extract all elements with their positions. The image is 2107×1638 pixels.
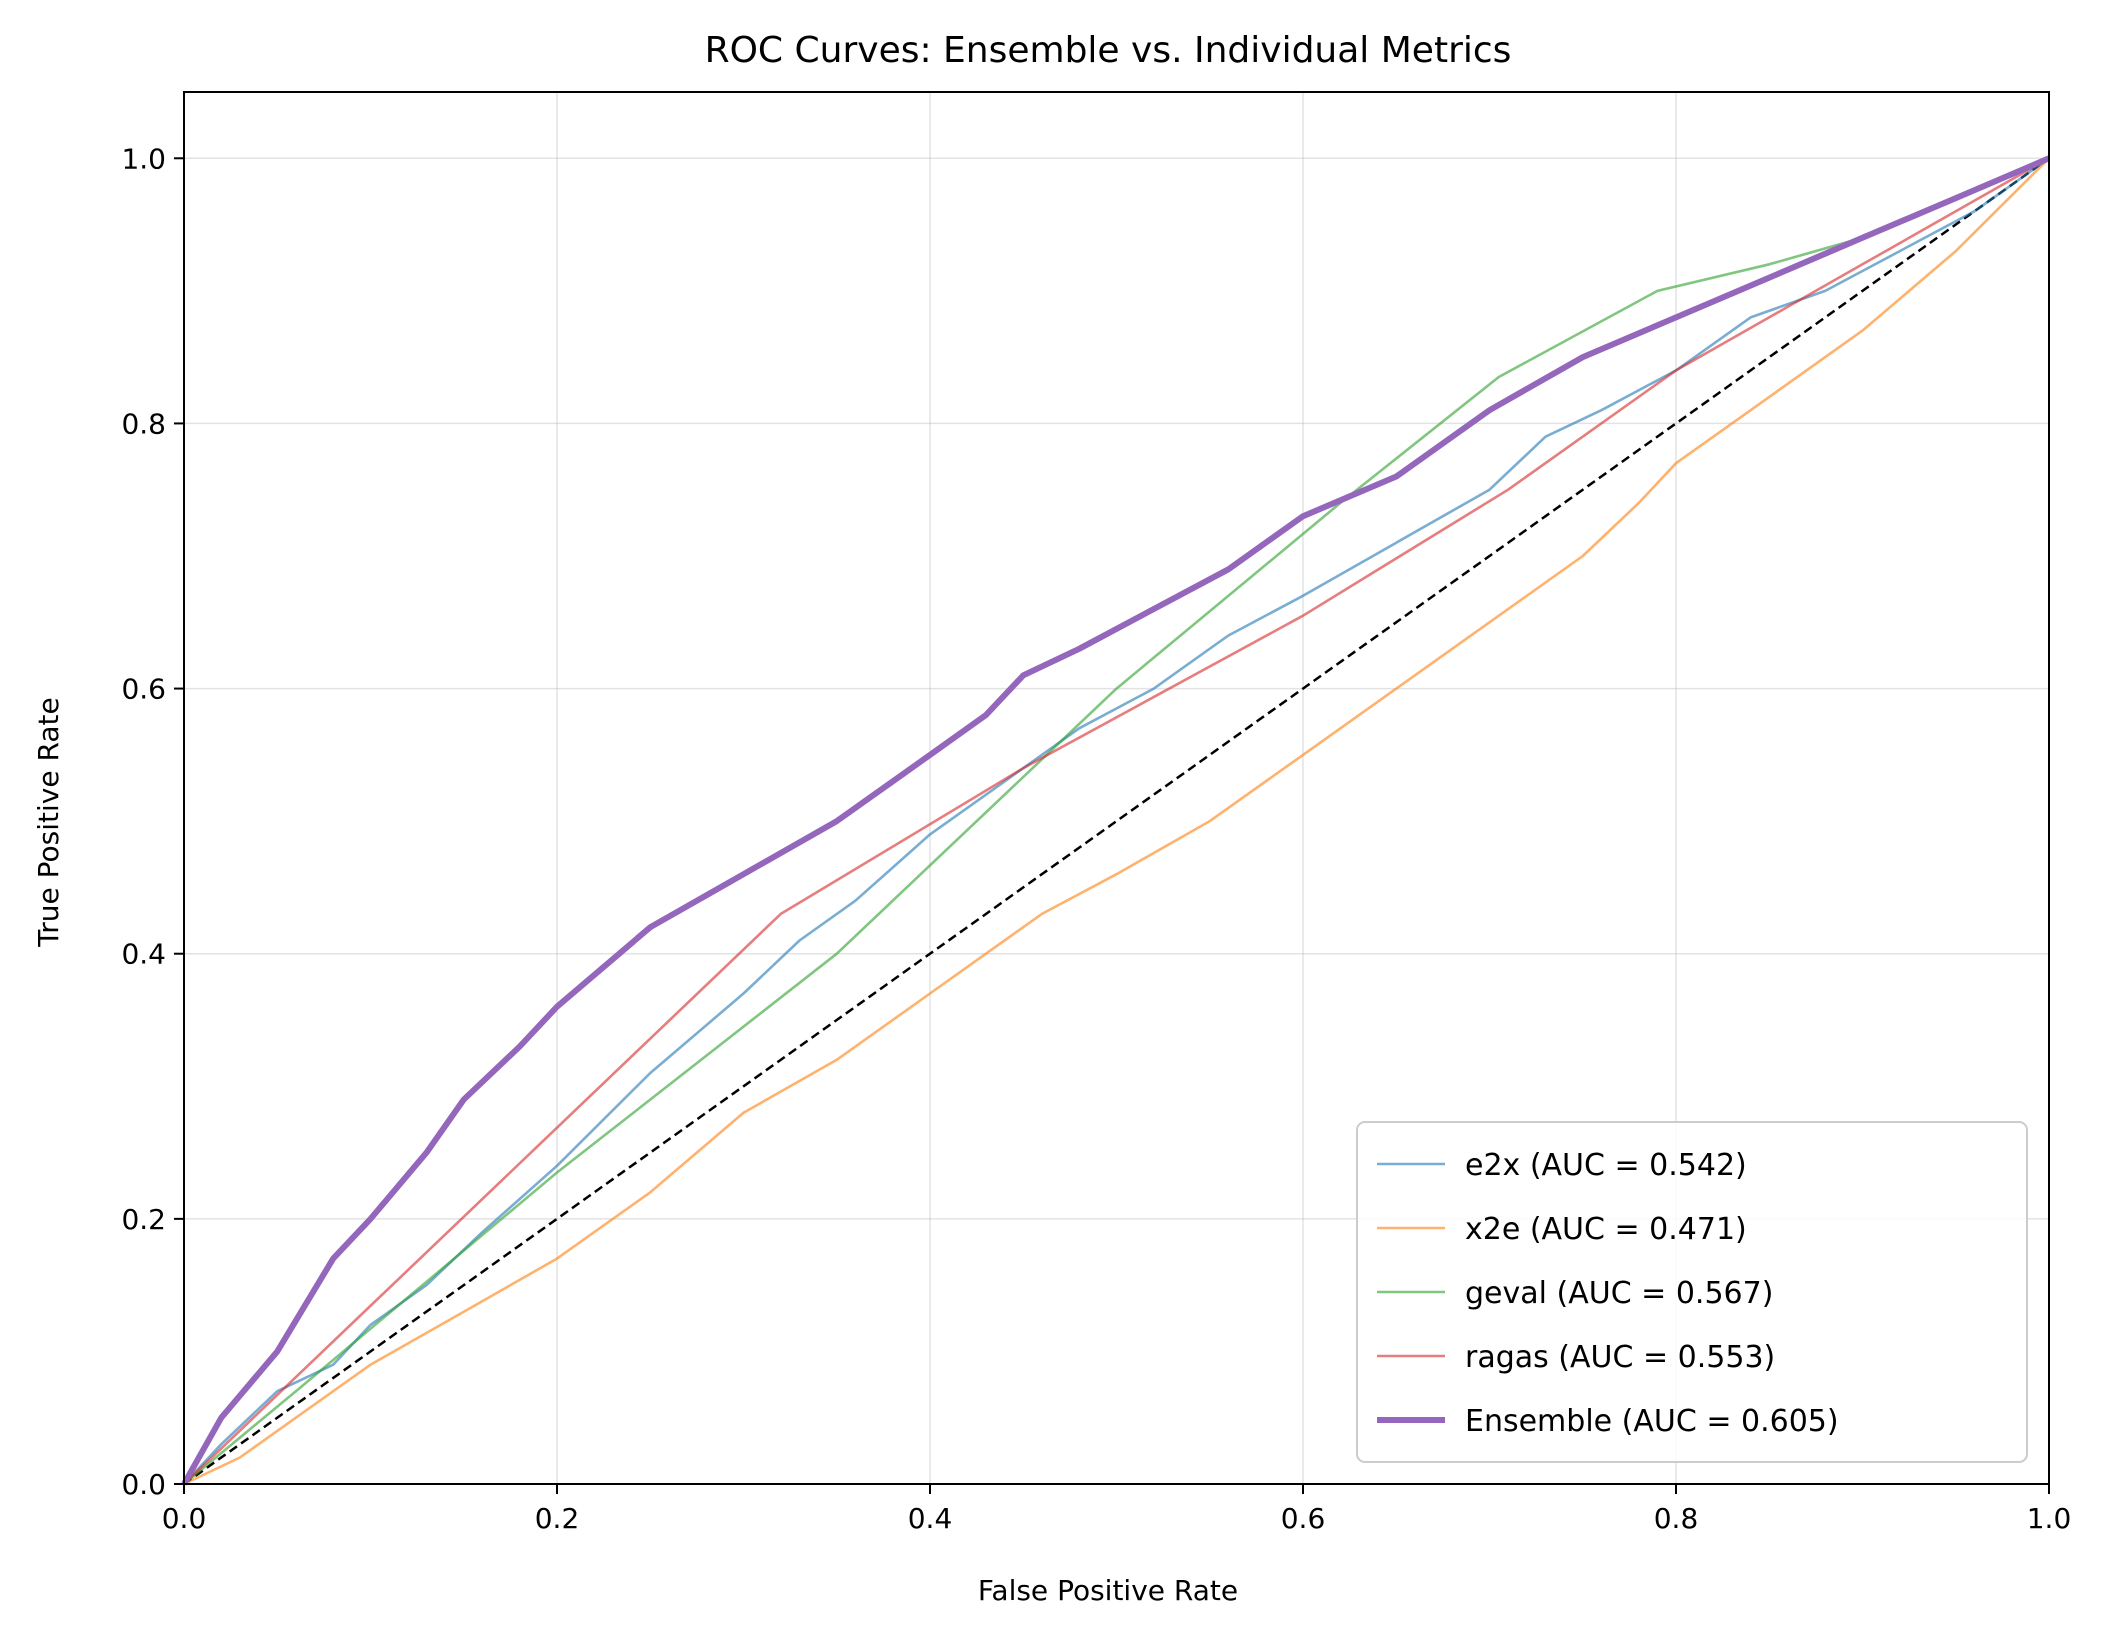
y-tick-label: 0.8: [121, 407, 166, 440]
x-axis-label: False Positive Rate: [978, 1574, 1238, 1607]
y-tick-label: 0.4: [121, 938, 166, 971]
x-tick-label: 0.4: [908, 1502, 953, 1535]
legend: e2x (AUC = 0.542) x2e (AUC = 0.471) geval …: [1356, 1121, 2028, 1463]
chance-diagonal-line: [183, 157, 2050, 1486]
series-line-4: [183, 157, 2050, 1485]
series-line-5: [181, 155, 2051, 1486]
tick-labels: 0.0 0.2 0.4 0.6 0.8 1.0 0.0 0.2 0.4 0.6 0.8 1.0: [121, 142, 2071, 1535]
y-axis-label: True Positive Rate: [32, 697, 65, 947]
y-tick-label: 0.6: [121, 673, 166, 706]
chart-title: ROC Curves: Ensemble vs. Individual Metr…: [705, 30, 1512, 71]
x-tick-label: 1.0: [2027, 1502, 2072, 1535]
series-lines: [181, 155, 2051, 1486]
plot-frame: [183, 91, 2050, 1485]
legend-label: ragas (AUC = 0.553): [1465, 1340, 1775, 1375]
x-tick-label: 0.8: [1654, 1502, 1699, 1535]
legend-label: e2x (AUC = 0.542): [1465, 1148, 1747, 1183]
legend-box: [1356, 1121, 2028, 1463]
chance-diagonal: [183, 157, 2050, 1486]
x-tick-label: 0.0: [162, 1502, 207, 1535]
x-tick-label: 0.6: [1281, 1502, 1326, 1535]
legend-label: x2e (AUC = 0.471): [1465, 1212, 1747, 1247]
series-line-2: [183, 157, 2050, 1486]
y-tick-label: 0.0: [121, 1468, 166, 1501]
x-tick-label: 0.2: [535, 1502, 580, 1535]
legend-label: Ensemble (AUC = 0.605): [1465, 1404, 1839, 1439]
legend-label: geval (AUC = 0.567): [1465, 1276, 1773, 1311]
y-tick-label: 0.2: [121, 1203, 166, 1236]
tick-marks: [174, 157, 2050, 1494]
y-tick-label: 1.0: [121, 142, 166, 175]
